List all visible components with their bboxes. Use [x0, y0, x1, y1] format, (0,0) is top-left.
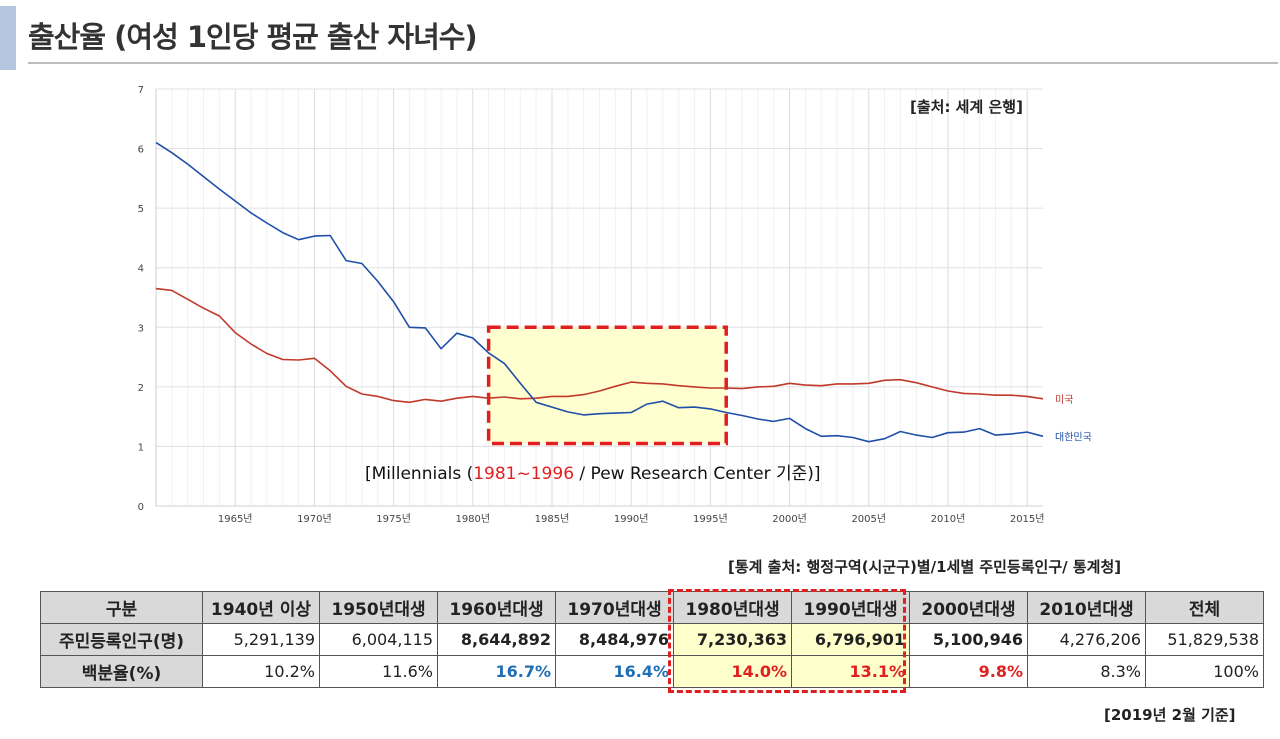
x-tick-label: 1985년: [535, 513, 570, 525]
series-label: 미국: [1055, 394, 1073, 406]
header-cell: 구분: [40, 591, 203, 624]
y-tick-label: 7: [138, 85, 144, 96]
x-tick-label: 1970년: [297, 513, 332, 525]
header-cell: 1950년대생: [319, 591, 438, 624]
chart-source-note: [출처: 세계 은행]: [910, 98, 1023, 116]
table-cell: 8.3%: [1027, 655, 1146, 688]
y-tick-label: 6: [138, 145, 144, 156]
header-cell: 전체: [1145, 591, 1264, 624]
y-tick-label: 5: [138, 204, 144, 215]
table-cell: 4,276,206: [1027, 623, 1146, 656]
table-cell: 7,230,363: [673, 623, 792, 656]
x-tick-label: 2010년: [931, 513, 966, 525]
y-tick-label: 2: [138, 383, 144, 394]
header-cell: 2000년대생: [909, 591, 1028, 624]
header-cell: 1970년대생: [555, 591, 674, 624]
millennials-prefix: [Millennials (: [365, 464, 474, 484]
series-line-usa: [155, 287, 1044, 404]
table-row: 주민등록인구(명) 5,291,139 6,004,115 8,644,892 …: [40, 623, 1264, 656]
x-tick-label: 1965년: [218, 513, 253, 525]
y-tick-label: 0: [138, 502, 144, 513]
x-tick-label: 2005년: [851, 513, 886, 525]
table-cell: 9.8%: [909, 655, 1028, 688]
header-cell: 2010년대생: [1027, 591, 1146, 624]
date-note: [2019년 2월 기준]: [1104, 706, 1236, 724]
table-cell: 11.6%: [319, 655, 438, 688]
x-tick-label: 1995년: [693, 513, 728, 525]
y-tick-label: 1: [138, 442, 144, 453]
table-cell: 16.4%: [555, 655, 674, 688]
series-label: 대한민국: [1055, 431, 1092, 443]
y-tick-label: 4: [138, 264, 144, 275]
row-label: 백분율(%): [40, 655, 203, 688]
title-accent-bar: [0, 6, 16, 70]
x-tick-label: 2015년: [1010, 513, 1045, 525]
title-divider: [28, 62, 1278, 64]
table-source-note: [통계 출처: 행정구역(시군구)별/1세별 주민등록인구/ 통계청]: [728, 558, 1122, 576]
table-cell: 8,484,976: [555, 623, 674, 656]
millennials-suffix: / Pew Research Center 기준)]: [574, 464, 821, 484]
table-cell: 51,829,538: [1145, 623, 1264, 656]
table-header-row: 구분 1940년 이상 1950년대생 1960년대생 1970년대생 1980…: [40, 591, 1264, 624]
table-cell: 16.7%: [437, 655, 556, 688]
table-cell: 5,291,139: [202, 623, 320, 656]
millennials-highlight-box: [486, 325, 728, 446]
table-cell: 6,796,901: [791, 623, 910, 656]
table-cell: 5,100,946: [909, 623, 1028, 656]
fertility-line-chart: 0 1 2 3 4 5 6 7 1965년 1970년 1975년 1980년 1985년 1990년 19…: [138, 85, 1092, 525]
millennials-note: [Millennials (1981~1996 / Pew Research C…: [365, 459, 821, 484]
x-tick-label: 1975년: [376, 513, 411, 525]
table-cell: 100%: [1145, 655, 1264, 688]
series-line-korea: [155, 141, 1044, 443]
table-cell: 8,644,892: [437, 623, 556, 656]
table-row: 백분율(%) 10.2% 11.6% 16.7% 16.4% 14.0% 13.…: [40, 655, 1264, 688]
y-tick-label: 3: [138, 323, 144, 334]
header-cell: 1990년대생: [791, 591, 910, 624]
millennials-range: 1981~1996: [473, 464, 575, 484]
page-title: 출산율 (여성 1인당 평균 출산 자녀수): [28, 20, 478, 54]
header-cell: 1940년 이상: [202, 591, 320, 624]
x-tick-label: 2000년: [772, 513, 807, 525]
population-table: 구분 1940년 이상 1950년대생 1960년대생 1970년대생 1980…: [40, 591, 1264, 688]
x-tick-label: 1980년: [455, 513, 490, 525]
x-tick-label: 1990년: [614, 513, 649, 525]
table-cell: 10.2%: [202, 655, 320, 688]
header-cell: 1960년대생: [437, 591, 556, 624]
table-cell: 14.0%: [673, 655, 792, 688]
header-cell: 1980년대생: [673, 591, 792, 624]
table-cell: 13.1%: [791, 655, 910, 688]
table-cell: 6,004,115: [319, 623, 438, 656]
row-label: 주민등록인구(명): [40, 623, 203, 656]
